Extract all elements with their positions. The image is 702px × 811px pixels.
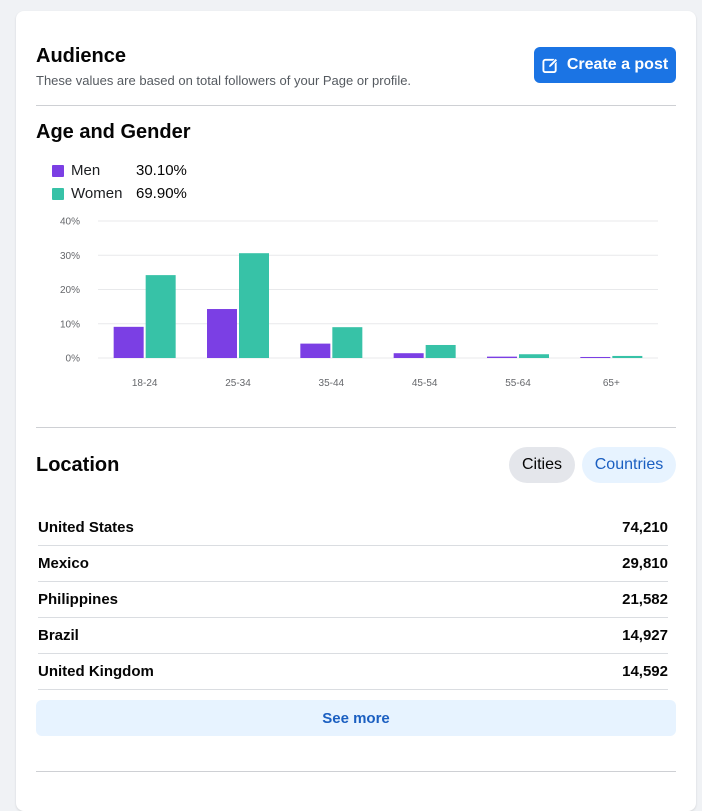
location-value: 29,810 (622, 555, 668, 572)
y-tick-label: 20% (60, 285, 80, 296)
y-tick-label: 30% (60, 251, 80, 262)
location-name: United States (38, 519, 134, 536)
create-post-button[interactable]: Create a post (534, 47, 676, 83)
location-value: 14,927 (622, 627, 668, 644)
divider (36, 427, 676, 428)
bar-women-65+[interactable] (612, 355, 643, 358)
y-tick-label: 0% (66, 354, 81, 365)
legend-item-men: Men 30.10% (52, 159, 187, 182)
audience-subtitle: These values are based on total follower… (36, 73, 412, 88)
chart-legend: Men 30.10% Women 69.90% (52, 159, 187, 205)
legend-label: Women (71, 185, 123, 202)
age-gender-title: Age and Gender (36, 121, 191, 143)
divider (36, 771, 676, 772)
table-row: Mexico 29,810 (38, 546, 668, 582)
create-post-label: Create a post (566, 56, 669, 73)
location-name: Mexico (38, 555, 89, 572)
table-row: United Kingdom 14,592 (38, 654, 668, 690)
bar-women-25-34[interactable] (239, 253, 269, 358)
x-tick-label: 55-64 (505, 378, 531, 389)
bar-men-35-44[interactable] (300, 343, 331, 358)
location-name: United Kingdom (38, 663, 154, 680)
y-tick-label: 10% (60, 319, 80, 330)
audience-card: Audience These values are based on total… (16, 11, 696, 811)
x-tick-label: 35-44 (319, 378, 345, 389)
cities-toggle-button[interactable]: Cities (509, 447, 575, 483)
location-value: 14,592 (622, 663, 668, 680)
legend-swatch-women (52, 187, 64, 200)
bar-women-35-44[interactable] (332, 327, 363, 358)
bar-men-25-34[interactable] (207, 309, 237, 358)
location-table: United States 74,210 Mexico 29,810 Phili… (38, 510, 668, 690)
location-value: 21,582 (622, 591, 668, 608)
x-tick-label: 65+ (603, 378, 620, 389)
bar-women-55-64[interactable] (519, 354, 549, 358)
legend-percent: 69.90% (136, 185, 187, 202)
table-row: Brazil 14,927 (38, 618, 668, 654)
bar-men-55-64[interactable] (487, 356, 517, 358)
legend-percent: 30.10% (136, 162, 187, 179)
age-gender-bar-chart: 0% 10% 20% 30% 40% 18-24 25-34 35-44 45-54 55-64 6… (60, 217, 658, 389)
bar-women-18-24[interactable] (145, 275, 176, 358)
bar-men-45-54[interactable] (393, 353, 424, 358)
bar-men-18-24[interactable] (113, 326, 144, 358)
legend-label: Men (71, 162, 101, 179)
y-tick-label: 40% (60, 217, 80, 228)
location-title: Location (36, 454, 120, 476)
audience-title: Audience (36, 45, 127, 67)
audience-header: Audience These values are based on total… (36, 44, 411, 89)
see-more-button[interactable]: See more (36, 700, 676, 736)
x-tick-label: 18-24 (132, 378, 158, 389)
table-row: Philippines 21,582 (38, 582, 668, 618)
bar-men-65+[interactable] (580, 356, 611, 358)
bar-women-45-54[interactable] (425, 344, 456, 358)
countries-toggle-button[interactable]: Countries (582, 447, 676, 483)
divider (36, 105, 676, 106)
location-value: 74,210 (622, 519, 668, 536)
table-row: United States 74,210 (38, 510, 668, 546)
legend-item-women: Women 69.90% (52, 182, 187, 205)
location-name: Brazil (38, 627, 79, 644)
edit-icon (542, 57, 559, 74)
x-tick-label: 25-34 (225, 378, 251, 389)
location-name: Philippines (38, 591, 119, 608)
legend-swatch-men (52, 164, 64, 177)
x-tick-label: 45-54 (412, 378, 438, 389)
